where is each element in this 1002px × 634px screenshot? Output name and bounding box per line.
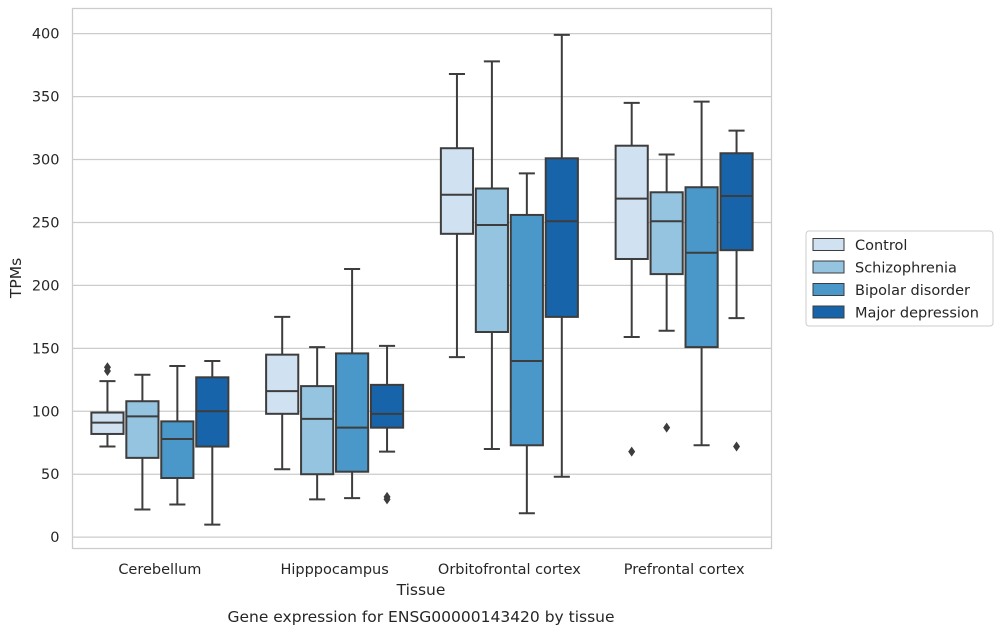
box <box>369 344 405 505</box>
outlier-marker <box>383 491 391 502</box>
outlier-marker <box>663 422 671 433</box>
series-control <box>90 72 649 471</box>
box-body <box>614 144 649 260</box>
legend-label: Control <box>855 238 907 254</box>
y-tick-label: 150 <box>32 341 60 357</box>
legend-swatch <box>812 260 845 274</box>
box-body <box>369 383 405 429</box>
x-tick-label: Cerebellum <box>118 562 201 578</box>
legend-label: Schizophrenia <box>855 261 957 277</box>
box-body <box>300 385 335 476</box>
legend-frame <box>805 230 994 327</box>
box <box>684 100 719 447</box>
y-tick-label: 0 <box>50 530 59 546</box>
y-tick-label: 350 <box>32 90 60 106</box>
legend-label: Major depression <box>855 306 979 322</box>
box <box>265 315 300 471</box>
legend: Control Schizophrenia Bipolar disorder Majo… <box>805 230 994 327</box>
box <box>335 268 370 500</box>
box <box>649 153 684 433</box>
box <box>300 346 335 501</box>
box-series-group <box>90 33 754 526</box>
x-tick-label: Orbitofrontal cortex <box>438 562 581 578</box>
series-major-depression <box>195 33 754 526</box>
legend-swatch <box>812 305 845 319</box>
box <box>125 373 160 511</box>
box <box>90 362 125 448</box>
box-body <box>439 147 475 235</box>
legend-swatch <box>812 283 845 296</box>
legend-label: Bipolar disorder <box>855 283 970 299</box>
box <box>160 364 195 506</box>
x-tick-labels: Cerebellum Hipppocampus Orbitofrontal cort… <box>118 562 745 578</box>
y-tick-label: 100 <box>32 404 60 420</box>
x-tick-label: Prefrontal cortex <box>624 562 745 578</box>
y-tick-labels: 0 50 100 150 200 250 300 350 400 <box>32 27 60 546</box>
y-tick-label: 200 <box>32 278 60 294</box>
y-axis-title: TPMs <box>7 258 25 299</box>
box <box>195 359 230 526</box>
x-tick-label: Hipppocampus <box>280 562 388 578</box>
outlier-marker <box>733 441 741 452</box>
box-body <box>265 353 300 415</box>
box-body <box>684 186 719 349</box>
y-tick-label: 300 <box>32 153 60 169</box>
outlier-marker <box>628 446 636 457</box>
box <box>719 129 754 452</box>
x-axis-title: Tissue <box>396 581 446 599</box>
box-body <box>509 213 544 447</box>
box <box>439 72 475 359</box>
box-body <box>125 400 160 459</box>
box <box>509 172 544 515</box>
box-body <box>160 420 195 480</box>
legend-swatch <box>812 238 845 251</box>
box <box>474 60 509 451</box>
plot-frame <box>71 7 773 550</box>
box <box>614 101 649 457</box>
box-body <box>335 352 370 473</box>
y-tick-label: 50 <box>41 467 59 483</box>
series-bipolar-disorder <box>160 100 719 515</box>
series-schizophrenia <box>125 60 684 511</box>
box-body <box>474 187 509 333</box>
chart-caption: Gene expression for ENSG00000143420 by t… <box>227 608 614 626</box>
outlier-marker <box>103 362 111 373</box>
y-tick-label: 250 <box>32 215 60 231</box>
y-tick-label: 400 <box>32 27 60 43</box>
box-body <box>719 152 754 252</box>
box-body <box>544 157 579 318</box>
box <box>544 33 579 478</box>
box-body <box>649 191 684 276</box>
